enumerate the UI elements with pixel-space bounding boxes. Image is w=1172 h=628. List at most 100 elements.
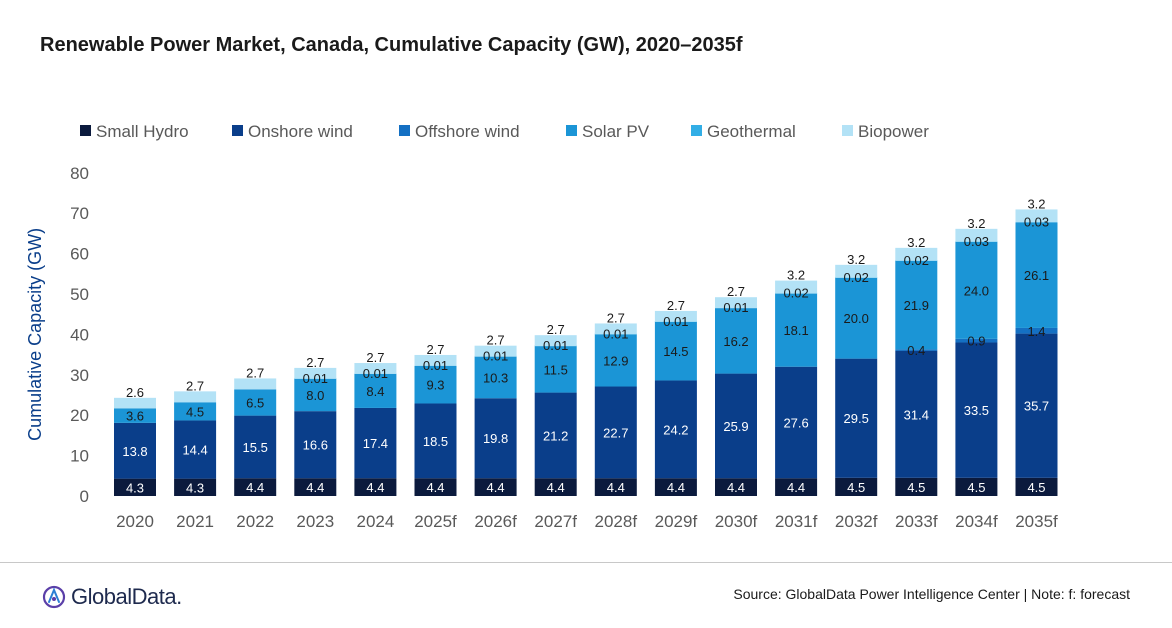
x-tick-label: 2020 bbox=[116, 512, 154, 531]
data-label: 8.0 bbox=[306, 388, 324, 403]
data-label: 3.6 bbox=[126, 409, 144, 424]
data-label: 2.6 bbox=[126, 385, 144, 400]
data-label: 4.3 bbox=[186, 480, 204, 495]
data-label: 2.7 bbox=[366, 350, 384, 365]
bar-segment bbox=[715, 373, 757, 479]
legend-label: Small Hydro bbox=[96, 122, 189, 141]
bar-segment bbox=[354, 373, 397, 408]
data-label: 0.03 bbox=[964, 234, 989, 249]
bar-segment bbox=[955, 228, 998, 242]
x-tick-label: 2032f bbox=[835, 512, 878, 531]
data-label: 0.02 bbox=[783, 286, 808, 301]
x-tick-label: 2034f bbox=[955, 512, 998, 531]
data-label: 0.02 bbox=[904, 253, 929, 268]
bar-segment bbox=[895, 260, 938, 350]
x-tick-label: 2022 bbox=[236, 512, 274, 531]
data-label: 0.03 bbox=[1024, 214, 1049, 229]
bar-segment bbox=[414, 365, 457, 404]
stacked-bar-chart: Small Hydro Onshore wind Offshore wind Sola… bbox=[25, 122, 1058, 531]
globaldata-logo-icon bbox=[42, 585, 66, 609]
y-tick-label: 20 bbox=[70, 406, 89, 425]
data-label: 31.4 bbox=[904, 407, 929, 422]
data-label: 4.5 bbox=[907, 480, 925, 495]
y-tick-label: 50 bbox=[70, 285, 89, 304]
data-label: 4.4 bbox=[607, 480, 625, 495]
bar-segment bbox=[955, 241, 998, 339]
data-label: 0.01 bbox=[543, 338, 568, 353]
x-tick-label: 2025f bbox=[414, 512, 457, 531]
bar-segment bbox=[835, 277, 878, 359]
bar-segment bbox=[1015, 477, 1058, 496]
y-tick-label: 40 bbox=[70, 325, 89, 344]
data-label: 4.4 bbox=[487, 480, 505, 495]
data-label: 9.3 bbox=[426, 378, 444, 393]
bar-segment bbox=[895, 350, 938, 478]
bar-segment bbox=[1015, 327, 1058, 334]
bar-segment bbox=[414, 354, 457, 366]
legend-swatch bbox=[691, 125, 702, 136]
data-label: 0.9 bbox=[967, 334, 985, 349]
data-label: 2.7 bbox=[426, 342, 444, 357]
y-tick-label: 30 bbox=[70, 366, 89, 385]
data-label: 12.9 bbox=[603, 353, 628, 368]
data-label: 17.4 bbox=[363, 436, 388, 451]
bar-segment bbox=[895, 477, 938, 496]
x-tick-label: 2035f bbox=[1015, 512, 1058, 531]
bar-segment bbox=[174, 420, 217, 479]
data-label: 3.2 bbox=[907, 235, 925, 250]
bar-segment bbox=[414, 478, 457, 496]
x-tick-label: 2033f bbox=[895, 512, 938, 531]
data-label: 2.7 bbox=[306, 355, 324, 370]
x-tick-label: 2029f bbox=[655, 512, 698, 531]
bar-segment bbox=[775, 293, 818, 367]
data-label: 4.4 bbox=[547, 480, 565, 495]
data-label: 3.2 bbox=[847, 252, 865, 267]
x-tick-label: 2024 bbox=[356, 512, 394, 531]
legend-label: Biopower bbox=[858, 122, 929, 141]
data-label: 4.4 bbox=[306, 480, 324, 495]
bar-segment bbox=[594, 478, 637, 496]
legend-label: Onshore wind bbox=[248, 122, 353, 141]
bar-segment bbox=[594, 323, 637, 335]
legend-swatch bbox=[232, 125, 243, 136]
bar-segment bbox=[775, 478, 818, 496]
bar-segment bbox=[474, 356, 517, 399]
chart-legend: Small Hydro Onshore wind Offshore wind Sola… bbox=[80, 122, 929, 141]
y-tick-label: 60 bbox=[70, 245, 89, 264]
bar-segment bbox=[654, 478, 697, 496]
x-tick-label: 2031f bbox=[775, 512, 818, 531]
y-axis-title: Cumulative Capacity (GW) bbox=[25, 228, 45, 441]
data-label: 2.7 bbox=[547, 322, 565, 337]
data-label: 10.3 bbox=[483, 370, 508, 385]
bar-segment bbox=[534, 346, 577, 393]
data-label: 25.9 bbox=[723, 419, 748, 434]
data-label: 4.4 bbox=[667, 480, 685, 495]
data-label: 15.5 bbox=[243, 440, 268, 455]
data-label: 4.4 bbox=[246, 480, 264, 495]
data-label: 2.7 bbox=[487, 333, 505, 348]
bar-segment bbox=[654, 321, 697, 381]
data-label: 2.7 bbox=[607, 310, 625, 325]
data-label: 18.1 bbox=[783, 323, 808, 338]
bar-group bbox=[114, 209, 1058, 496]
bar-segment bbox=[294, 367, 337, 379]
legend-swatch bbox=[80, 125, 91, 136]
bar-segment bbox=[835, 477, 878, 496]
bar-segment bbox=[174, 478, 217, 496]
bar-segment bbox=[955, 338, 998, 343]
data-label: 3.2 bbox=[1027, 196, 1045, 211]
bar-segment bbox=[354, 478, 397, 496]
bar-segment bbox=[474, 345, 517, 357]
data-label: 4.5 bbox=[967, 480, 985, 495]
data-label: 3.2 bbox=[787, 268, 805, 283]
data-label: 14.4 bbox=[182, 443, 207, 458]
data-label: 4.4 bbox=[727, 480, 745, 495]
data-label: 21.2 bbox=[543, 428, 568, 443]
data-label: 21.9 bbox=[904, 298, 929, 313]
data-label: 33.5 bbox=[964, 403, 989, 418]
bar-segment bbox=[1015, 222, 1058, 328]
bar-segment bbox=[114, 397, 156, 409]
bar-segment bbox=[715, 478, 757, 496]
data-label: 4.5 bbox=[847, 480, 865, 495]
x-tick-label: 2027f bbox=[534, 512, 577, 531]
